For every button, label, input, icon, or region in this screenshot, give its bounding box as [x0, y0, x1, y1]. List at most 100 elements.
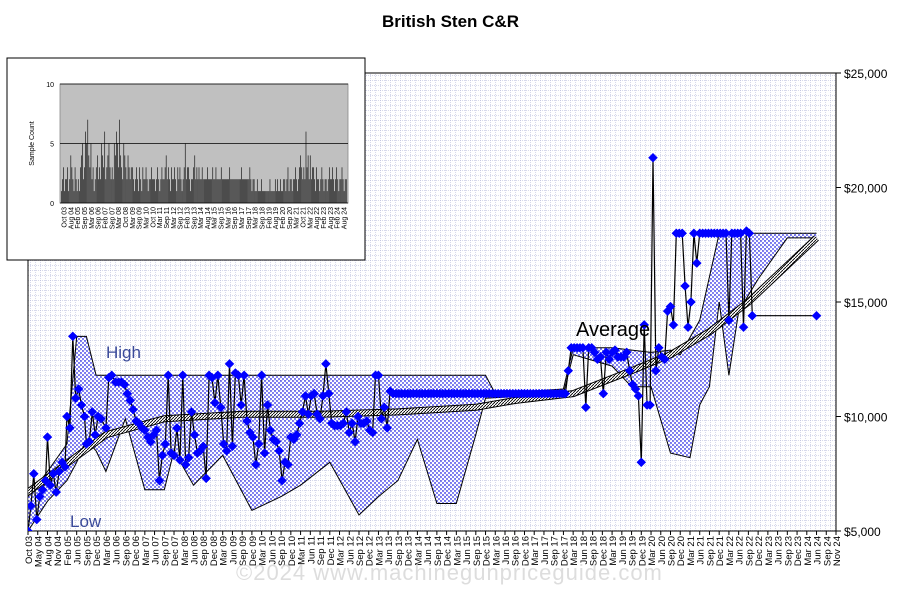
- inset-bar: [175, 179, 176, 203]
- price-point: [265, 425, 276, 436]
- inset-bar: [316, 167, 317, 203]
- price-point: [373, 370, 384, 381]
- inset-bar: [246, 179, 247, 203]
- inset-bar: [105, 179, 107, 203]
- inset-bar: [163, 179, 165, 203]
- price-point: [747, 310, 758, 321]
- price-point: [70, 393, 81, 404]
- inset-bar: [235, 179, 237, 203]
- inset-bar: [67, 167, 68, 203]
- price-point: [580, 402, 591, 413]
- inset-y-tick-label: 10: [46, 82, 54, 89]
- inset-bar: [64, 191, 65, 203]
- inset-x-tick-label: Mar 06: [89, 207, 96, 229]
- price-point: [154, 475, 165, 486]
- inset-bar: [336, 167, 338, 203]
- x-tick-label: Jun 17: [540, 536, 551, 565]
- inset-bar: [236, 179, 238, 203]
- x-tick-label: Sep 13: [394, 536, 405, 566]
- inset-bar: [160, 179, 162, 203]
- x-tick-label: Jun 13: [384, 536, 395, 565]
- x-tick-label: Dec 20: [676, 536, 687, 566]
- inset-bar: [164, 167, 166, 203]
- inset-bar: [62, 179, 63, 203]
- x-tick-label: Sep 07: [160, 536, 171, 566]
- inset-bar: [205, 179, 206, 203]
- price-point: [274, 445, 285, 456]
- x-tick-label: Sep 15: [472, 536, 483, 566]
- x-tick-label: Sep 14: [433, 536, 444, 566]
- inset-bar: [276, 191, 277, 203]
- x-tick-label: Jun 23: [774, 536, 785, 565]
- x-tick-label: Jun 09: [228, 536, 239, 565]
- x-tick-label: Dec 16: [520, 536, 531, 566]
- x-tick-label: Dec 10: [287, 536, 298, 566]
- inset-bar: [87, 119, 89, 203]
- inset-bar: [177, 167, 179, 203]
- inset-bar: [81, 155, 82, 203]
- price-point: [651, 365, 661, 376]
- inset-bar: [332, 167, 333, 203]
- x-tick-label: Mar 21: [686, 536, 697, 566]
- x-tick-label: Sep 19: [628, 536, 639, 566]
- inset-bar: [225, 179, 226, 203]
- price-point: [633, 391, 644, 401]
- inset-bar: [189, 179, 190, 203]
- x-tick-label: Mar 24: [803, 536, 814, 566]
- inset-x-tick-label: Feb 07: [102, 207, 109, 229]
- x-tick-label: Jun 08: [189, 536, 200, 565]
- x-tick-label: Mar 07: [141, 536, 152, 566]
- inset-bar: [265, 191, 267, 203]
- inset-bar: [182, 179, 184, 203]
- high-low-band: [28, 233, 817, 531]
- price-point: [37, 484, 48, 495]
- price-point: [248, 432, 258, 442]
- price-point: [67, 331, 78, 342]
- price-point: [106, 370, 117, 381]
- inset-bar: [237, 179, 239, 203]
- inset-bar: [312, 167, 313, 203]
- inset-bar: [323, 191, 325, 203]
- inset-bar: [101, 143, 102, 203]
- price-point: [122, 388, 133, 399]
- inset-bar: [149, 179, 151, 203]
- inset-bar: [272, 191, 274, 203]
- inset-bar: [179, 167, 181, 203]
- inset-bar: [153, 179, 154, 203]
- inset-bar: [294, 179, 295, 203]
- x-tick-label: Sep 05: [82, 536, 93, 566]
- inset-bar: [343, 191, 345, 203]
- price-point: [636, 457, 647, 468]
- price-point: [34, 491, 45, 502]
- inset-bar: [194, 155, 196, 203]
- inset-bar: [167, 167, 169, 203]
- inset-bar: [295, 167, 296, 203]
- inset-x-tick-label: Mar 18: [253, 207, 260, 229]
- price-point: [183, 452, 194, 463]
- inset-bar: [240, 179, 241, 203]
- x-tick-label: Sep 09: [238, 536, 249, 566]
- price-point: [686, 297, 696, 307]
- price-point: [128, 404, 138, 415]
- price-point: [610, 345, 620, 355]
- inset-x-tick-label: Feb 24: [335, 207, 342, 229]
- inset-bar: [250, 179, 252, 203]
- inset-bar: [66, 179, 67, 203]
- inset-bar: [122, 179, 124, 203]
- inset-bar: [264, 191, 265, 203]
- inset-bar: [190, 191, 191, 203]
- inset-bar: [330, 179, 331, 203]
- x-tick-label: Sep 17: [550, 536, 561, 566]
- inset-bar: [325, 179, 327, 203]
- inset-x-tick-label: Sep 06: [96, 207, 103, 229]
- inset-bar: [68, 191, 70, 203]
- inset-bar: [115, 155, 116, 203]
- inset-bar: [199, 179, 201, 203]
- x-tick-label: Jun 22: [735, 536, 746, 565]
- inset-bar: [270, 191, 272, 203]
- inset-bar: [200, 179, 202, 203]
- inset-bar: [309, 155, 311, 203]
- inset-bar: [69, 179, 71, 203]
- inset-bar: [185, 179, 187, 203]
- price-point: [595, 352, 606, 362]
